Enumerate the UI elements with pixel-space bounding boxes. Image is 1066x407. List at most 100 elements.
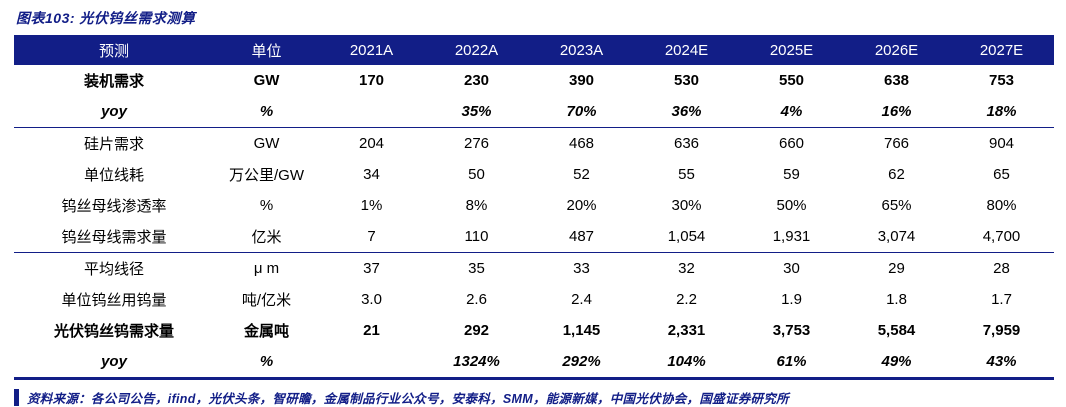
row-label: 钨丝母线渗透率 xyxy=(61,198,167,215)
row-value: 28 xyxy=(949,252,1054,284)
row-value: 29 xyxy=(844,252,949,284)
table-row: 单位线耗 万公里/GW 34 50 52 55 59 62 65 xyxy=(14,159,1054,190)
table-row: 平均线径 μ m 37 35 33 32 30 29 28 xyxy=(14,252,1054,284)
row-value: 1.9 xyxy=(781,291,802,308)
source-row: 资料来源：各公司公告，ifind，光伏头条，智研瞻，金属制品行业公众号，安泰科，… xyxy=(14,388,1066,407)
row-value: 230 xyxy=(463,72,490,89)
row-unit: 亿米 xyxy=(251,229,282,246)
row-value: 204 xyxy=(319,127,424,159)
source-text: 资料来源：各公司公告，ifind，光伏头条，智研瞻，金属制品行业公众号，安泰科，… xyxy=(27,392,789,406)
row-value: 34 xyxy=(363,166,380,183)
table-row: 钨丝母线需求量 亿米 7 110 487 1,054 1,931 3,074 4,700 xyxy=(14,221,1054,253)
row-value: 4,700 xyxy=(982,228,1021,245)
row-unit: % xyxy=(259,103,274,120)
row-value: 170 xyxy=(358,72,385,89)
row-label: 单位钨丝用钨量 xyxy=(61,292,167,309)
table-row: yoy% 1324% 292% 104% 61% 49% 43% xyxy=(14,346,1054,379)
row-value: 1,145 xyxy=(562,322,601,339)
row-value: 276 xyxy=(424,127,529,159)
row-value: 636 xyxy=(634,127,739,159)
row-value: 21 xyxy=(363,322,380,339)
row-label: 装机需求 xyxy=(83,73,144,90)
row-value: 20% xyxy=(566,197,597,214)
row-value: 1.7 xyxy=(991,291,1012,308)
row-value: 3,074 xyxy=(877,228,916,245)
row-value: 766 xyxy=(844,127,949,159)
row-label: yoy xyxy=(101,103,127,120)
row-value: 1,931 xyxy=(772,228,811,245)
row-value: 18% xyxy=(986,103,1017,120)
row-value: 292% xyxy=(562,353,601,370)
row-value: 80% xyxy=(986,197,1017,214)
row-value: 2,331 xyxy=(667,322,706,339)
row-value: 52 xyxy=(573,166,590,183)
row-value: 59 xyxy=(783,166,800,183)
column-header-2025e: 2025E xyxy=(739,35,844,65)
column-header-2026e: 2026E xyxy=(844,35,949,65)
row-value: 3,753 xyxy=(772,322,811,339)
row-value: 7 xyxy=(367,228,376,245)
row-unit: GW xyxy=(214,127,319,159)
row-value: 390 xyxy=(568,72,595,89)
row-value: 468 xyxy=(529,127,634,159)
row-value: 30% xyxy=(671,197,702,214)
row-value: 62 xyxy=(888,166,905,183)
table-row: 单位钨丝用钨量 吨/亿米 3.0 2.6 2.4 2.2 1.9 1.8 1.7 xyxy=(14,284,1054,315)
demand-table: 预测 单位 2021A 2022A 2023A 2024E 2025E 2026… xyxy=(14,35,1054,380)
row-value: 292 xyxy=(463,322,490,339)
row-value: 36% xyxy=(671,103,702,120)
row-value: 32 xyxy=(634,252,739,284)
row-value: 530 xyxy=(673,72,700,89)
row-value: 49% xyxy=(881,353,912,370)
table-header: 预测 单位 2021A 2022A 2023A 2024E 2025E 2026… xyxy=(14,35,1054,65)
figure-title: 图表103: 光伏钨丝需求测算 xyxy=(16,10,196,26)
row-value: 2.2 xyxy=(676,291,697,308)
row-value: 61% xyxy=(776,353,807,370)
row-value: 2.6 xyxy=(466,291,487,308)
row-value: 16% xyxy=(881,103,912,120)
table-row: 装机需求 GW 170 230 390 530 550 638 753 xyxy=(14,65,1054,96)
row-value: 33 xyxy=(529,252,634,284)
column-header-forecast: 预测 xyxy=(14,35,214,65)
column-header-2027e: 2027E xyxy=(949,35,1054,65)
row-value: 1.8 xyxy=(886,291,907,308)
row-value: 660 xyxy=(739,127,844,159)
row-value: 1324% xyxy=(453,353,500,370)
row-value: 70% xyxy=(566,103,597,120)
row-value: 110 xyxy=(464,228,489,245)
row-label: 硅片需求 xyxy=(14,127,214,159)
row-label: 平均线径 xyxy=(14,252,214,284)
row-value: 104% xyxy=(667,353,706,370)
row-value: 35 xyxy=(424,252,529,284)
column-header-2022a: 2022A xyxy=(424,35,529,65)
row-label: 钨丝母线需求量 xyxy=(61,229,167,246)
row-label: yoy xyxy=(101,353,127,370)
row-unit: μ m xyxy=(214,252,319,284)
row-value: 43% xyxy=(986,353,1017,370)
row-value: 3.0 xyxy=(361,291,382,308)
table-row: 钨丝母线渗透率% 1% 8% 20% 30% 50% 65% 80% xyxy=(14,190,1054,221)
row-value: 30 xyxy=(739,252,844,284)
row-unit: % xyxy=(259,197,274,214)
table-body: 装机需求 GW 170 230 390 530 550 638 753 yoy% 35% 70% 36%… xyxy=(14,65,1054,379)
row-unit: 金属吨 xyxy=(243,323,289,340)
row-value: 65% xyxy=(881,197,912,214)
row-value: 8% xyxy=(465,197,488,214)
row-value: 50 xyxy=(468,166,485,183)
row-value xyxy=(319,346,424,379)
row-value: 1% xyxy=(360,197,383,214)
row-value: 2.4 xyxy=(571,291,592,308)
row-value: 1,054 xyxy=(667,228,706,245)
table-row: yoy% 35% 70% 36% 4% 16% 18% xyxy=(14,96,1054,128)
row-value: 35% xyxy=(461,103,492,120)
row-value: 638 xyxy=(883,72,910,89)
row-value: 65 xyxy=(993,166,1010,183)
row-unit: GW xyxy=(253,72,280,89)
column-header-2021a: 2021A xyxy=(319,35,424,65)
column-header-unit: 单位 xyxy=(214,35,319,65)
row-value: 904 xyxy=(949,127,1054,159)
row-value: 5,584 xyxy=(877,322,916,339)
table-row: 硅片需求 GW 204 276 468 636 660 766 904 xyxy=(14,127,1054,159)
row-value: 50% xyxy=(776,197,807,214)
